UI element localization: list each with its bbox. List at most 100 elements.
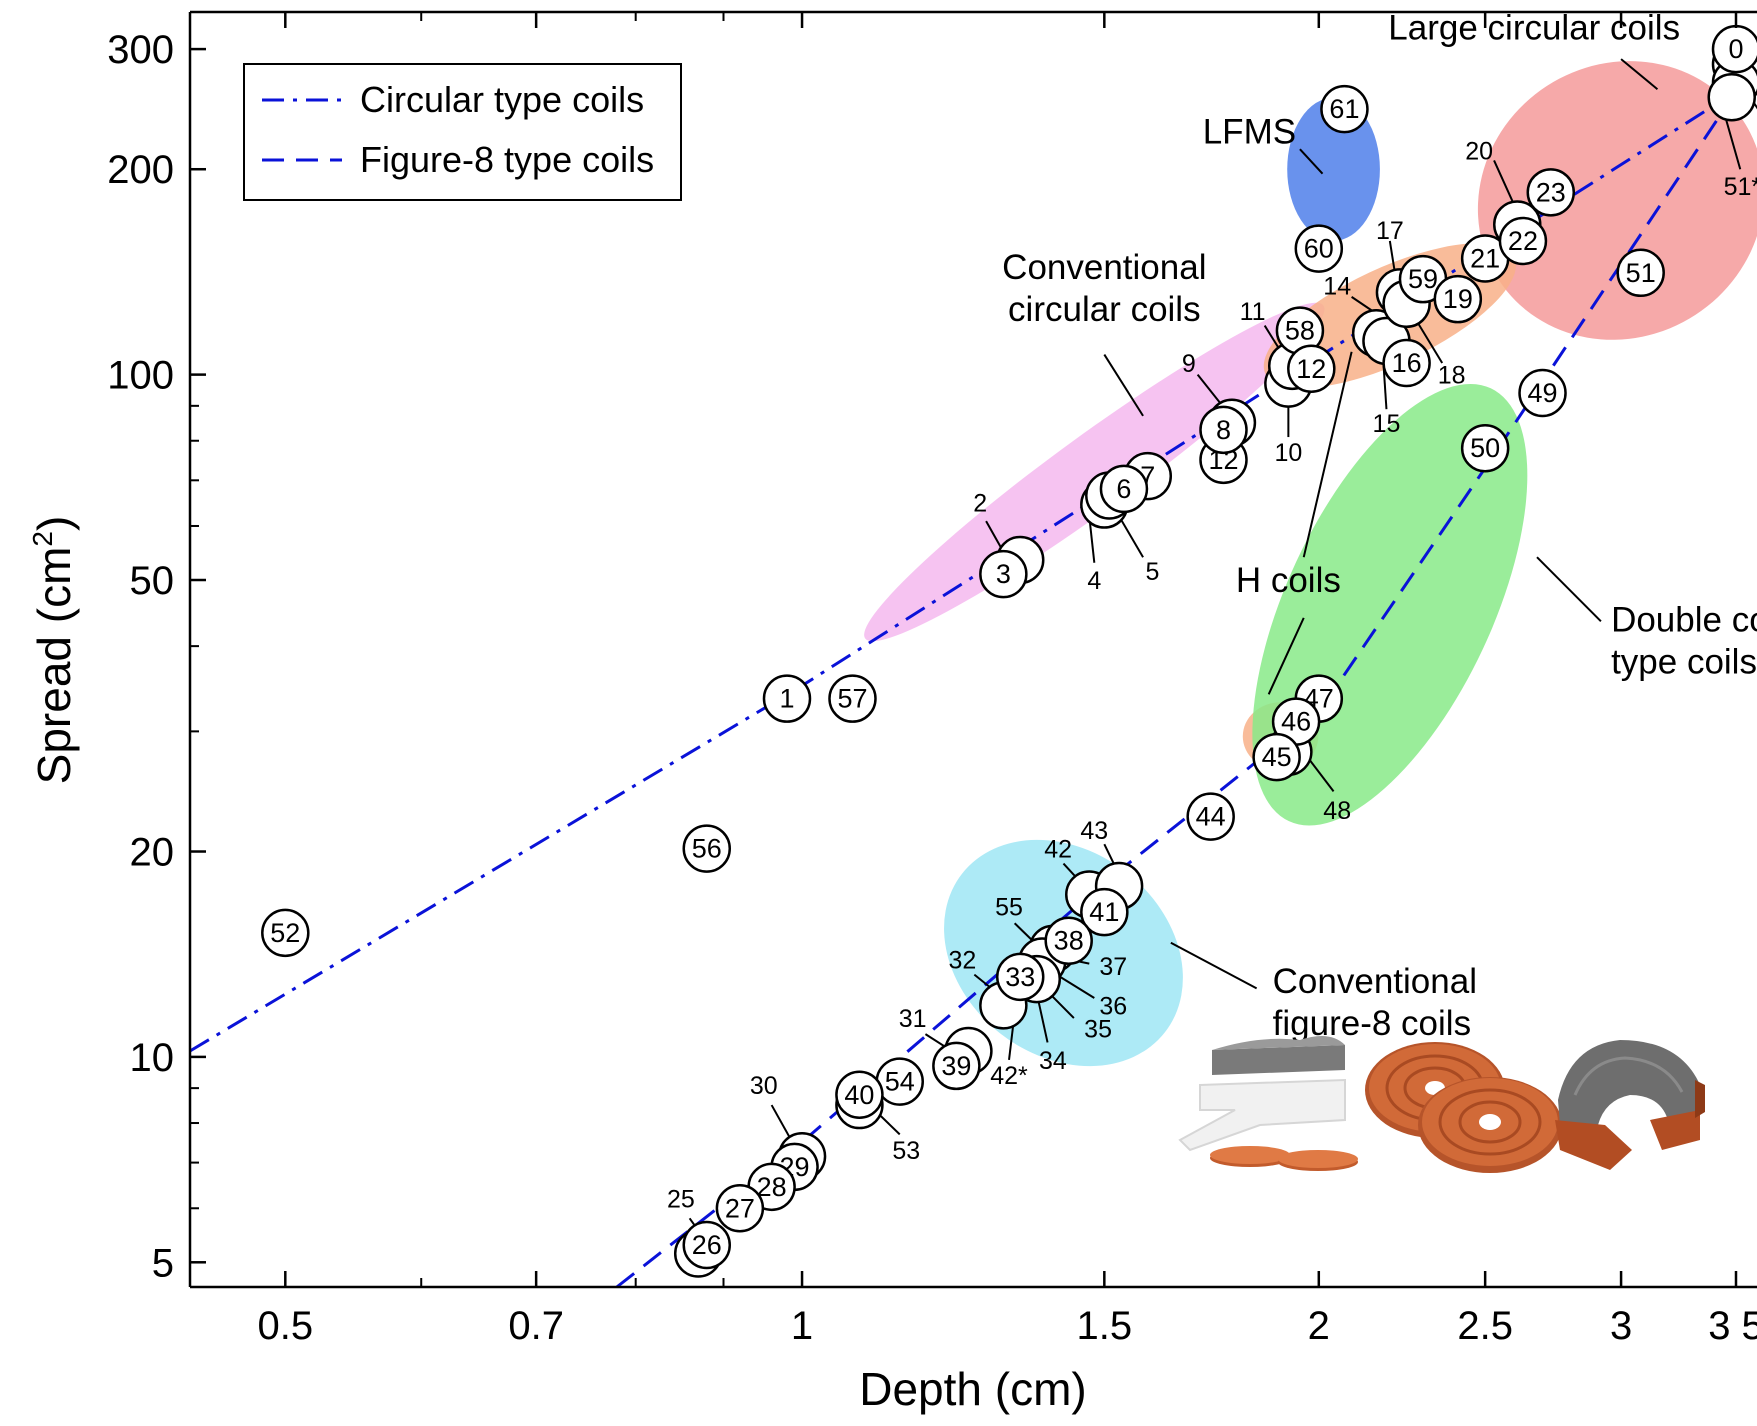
x-tick-label: 1.5 — [1077, 1304, 1133, 1348]
data-point-label: 56 — [692, 834, 722, 864]
data-point: 39 — [932, 1041, 981, 1091]
data-point-marker — [1080, 887, 1129, 937]
data-point-label: 22 — [1508, 226, 1538, 256]
y-tick-label: 100 — [107, 354, 174, 398]
data-point: 54 — [875, 1057, 924, 1106]
callout-labels: 2459111014171518202451*48434255373635343… — [667, 138, 1757, 1214]
data-point: 40 — [835, 1070, 884, 1120]
data-point-label: 8 — [1216, 415, 1231, 445]
callout-label: 4 — [1087, 567, 1101, 595]
x-tick-label: 3 — [1610, 1304, 1632, 1348]
callout-label: 15 — [1373, 410, 1401, 438]
figure8-coil-illustration — [1365, 1042, 1562, 1173]
callout-label: 53 — [892, 1137, 920, 1165]
data-point: 33 — [995, 952, 1045, 1002]
data-point-marker — [682, 1220, 731, 1270]
data-point-label: 54 — [885, 1067, 915, 1097]
callout-label: 48 — [1323, 797, 1351, 825]
y-tick-label: 20 — [130, 831, 175, 875]
data-point-marker — [1199, 405, 1248, 455]
data-point-marker — [1252, 732, 1301, 782]
data-point-marker — [1294, 224, 1344, 273]
group-label: Conventional — [1273, 962, 1477, 1001]
data-point: 59 — [1398, 254, 1448, 304]
callout-label: 20 — [1465, 138, 1493, 166]
data-point: 41 — [1080, 887, 1129, 937]
data-point: 50 — [1460, 423, 1510, 473]
y-tick-label: 300 — [107, 28, 174, 72]
data-point-marker — [1287, 344, 1336, 394]
data-point-marker — [1498, 216, 1548, 266]
group-label: Double cone — [1611, 601, 1757, 640]
data-point-label: 51 — [1626, 258, 1656, 288]
callout-label: 10 — [1274, 439, 1302, 467]
group-leader-line — [1302, 351, 1353, 558]
y-axis-title: Spread (cm2) — [27, 516, 80, 785]
coil-group-regions — [864, 61, 1757, 1067]
data-point-label: 46 — [1281, 707, 1311, 737]
x-axis-title: Depth (cm) — [859, 1363, 1086, 1415]
data-point: 45 — [1252, 732, 1301, 782]
group-leader-line — [1299, 148, 1324, 175]
y-tick-label: 10 — [130, 1036, 175, 1080]
y-tick-label: 200 — [107, 148, 174, 192]
data-point-label: 57 — [837, 684, 867, 714]
data-point-label: 12 — [1296, 354, 1326, 384]
data-point: 44 — [1186, 792, 1235, 841]
callout-label: 42 — [1044, 836, 1072, 864]
data-point-label: 19 — [1443, 284, 1473, 314]
group-label: type coils — [1611, 643, 1757, 682]
data-point-label: 23 — [1536, 177, 1566, 207]
data-point-marker — [1616, 248, 1665, 298]
group-leader-line — [1103, 354, 1144, 417]
data-point: 51 — [1616, 248, 1665, 298]
data-point-marker — [1186, 792, 1235, 841]
data-point: 52 — [261, 908, 310, 958]
y-tick-label: 50 — [130, 559, 175, 603]
data-point-label: 59 — [1408, 264, 1438, 294]
data-point-marker — [1707, 72, 1756, 122]
data-point: 23 — [1526, 168, 1576, 217]
callout-label: 11 — [1240, 298, 1266, 326]
data-point-label: 21 — [1470, 243, 1500, 273]
data-point-marker — [715, 1184, 765, 1233]
callout-label: 55 — [995, 894, 1023, 922]
group-label: Large circular coils — [1388, 8, 1680, 47]
data-point-label: 45 — [1262, 742, 1292, 772]
callout-label: 9 — [1182, 350, 1196, 378]
callout-label: 14 — [1323, 273, 1351, 301]
data-point: 16 — [1382, 338, 1431, 388]
data-point: 60 — [1294, 224, 1344, 273]
callout-label: 18 — [1438, 362, 1466, 390]
double-cone-coil-illustration — [1555, 1040, 1705, 1170]
data-point-label: 49 — [1528, 378, 1558, 408]
group-label: LFMS — [1203, 113, 1296, 152]
x-tick-label: 0.7 — [508, 1304, 564, 1348]
group-label: Conventional — [1002, 248, 1206, 287]
data-point — [1707, 72, 1756, 122]
x-tick-label: 1 — [791, 1304, 813, 1348]
data-point: 58 — [1275, 306, 1325, 355]
legend-label-circular: Circular type coils — [360, 79, 644, 120]
data-point: 27 — [715, 1184, 765, 1233]
group-leader-line — [1267, 617, 1305, 695]
data-point: 22 — [1498, 216, 1548, 266]
y-axis-title-superscript: 2 — [27, 531, 58, 547]
callout-label: 36 — [1099, 992, 1127, 1020]
data-point-marker — [1320, 84, 1369, 134]
data-point: 49 — [1518, 368, 1567, 418]
legend-label-figure8: Figure-8 type coils — [360, 139, 654, 180]
callout-label: 43 — [1080, 817, 1108, 845]
x-tick-label: 2.5 — [1457, 1304, 1513, 1348]
group-leader-line — [1536, 556, 1602, 622]
group-leader-line — [1170, 941, 1258, 990]
callout-label: 35 — [1084, 1016, 1112, 1044]
axes — [188, 10, 1757, 1289]
group-label: circular coils — [1008, 290, 1201, 329]
callout-leader — [1118, 515, 1144, 558]
data-point: 28 — [747, 1162, 796, 1212]
data-point-label: 52 — [270, 918, 300, 948]
data-point: 6 — [1099, 464, 1149, 514]
